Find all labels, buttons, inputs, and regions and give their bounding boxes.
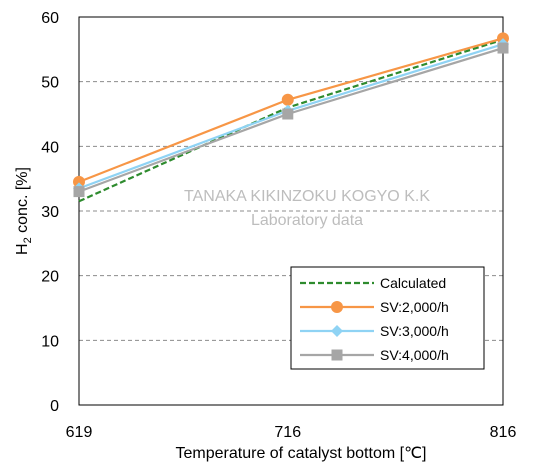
y-tick-label: 60 — [41, 10, 59, 27]
legend-items: Calculated SV:2,000/h SV:3,000/h SV:4,000/h — [300, 275, 449, 363]
data-point — [281, 93, 294, 106]
plot-area-frame — [78, 16, 504, 406]
legend-marker — [331, 325, 343, 337]
y-axis-title-subscript: 2 — [22, 237, 34, 243]
x-tick-label: 816 — [490, 424, 517, 441]
legend-label: SV:4,000/h — [380, 347, 449, 363]
legend-label: SV:3,000/h — [380, 323, 449, 339]
legend-label: SV:2,000/h — [380, 299, 449, 315]
series-line — [78, 46, 504, 193]
y-tick-label: 20 — [41, 269, 59, 286]
watermark: TANAKA KIKINZOKU KOGYO K.K Laboratory da… — [184, 188, 430, 229]
y-axis-title-main: H — [14, 243, 31, 255]
series-group — [73, 32, 509, 203]
legend-marker — [331, 301, 343, 313]
legend: Calculated SV:2,000/h SV:3,000/h SV:4,000/h — [290, 266, 485, 370]
x-tick-label: 619 — [66, 424, 93, 441]
data-point — [73, 175, 85, 188]
watermark-line-2: Laboratory data — [251, 212, 363, 229]
data-point — [497, 42, 509, 54]
legend-label: Calculated — [380, 275, 446, 291]
y-axis-title-rest: conc. [%] — [14, 167, 31, 237]
legend-marker — [331, 349, 343, 361]
y-tick-label: 0 — [50, 398, 59, 415]
y-tick-label: 10 — [41, 333, 59, 350]
y-axis-title: H2 conc. [%] — [14, 167, 34, 255]
data-point — [282, 108, 294, 120]
x-axis-title: Temperature of catalyst bottom [℃] — [176, 445, 427, 462]
watermark-line-1: TANAKA KIKINZOKU KOGYO K.K — [184, 188, 430, 205]
y-axis-ticks: 0 10 20 30 40 50 60 — [41, 10, 59, 415]
y-tick-label: 50 — [41, 75, 59, 92]
data-point — [73, 186, 85, 198]
x-axis-ticks: 619 716 816 — [66, 424, 517, 441]
x-tick-label: 716 — [274, 424, 301, 441]
y-tick-label: 30 — [41, 204, 59, 221]
y-tick-label: 40 — [41, 139, 59, 156]
